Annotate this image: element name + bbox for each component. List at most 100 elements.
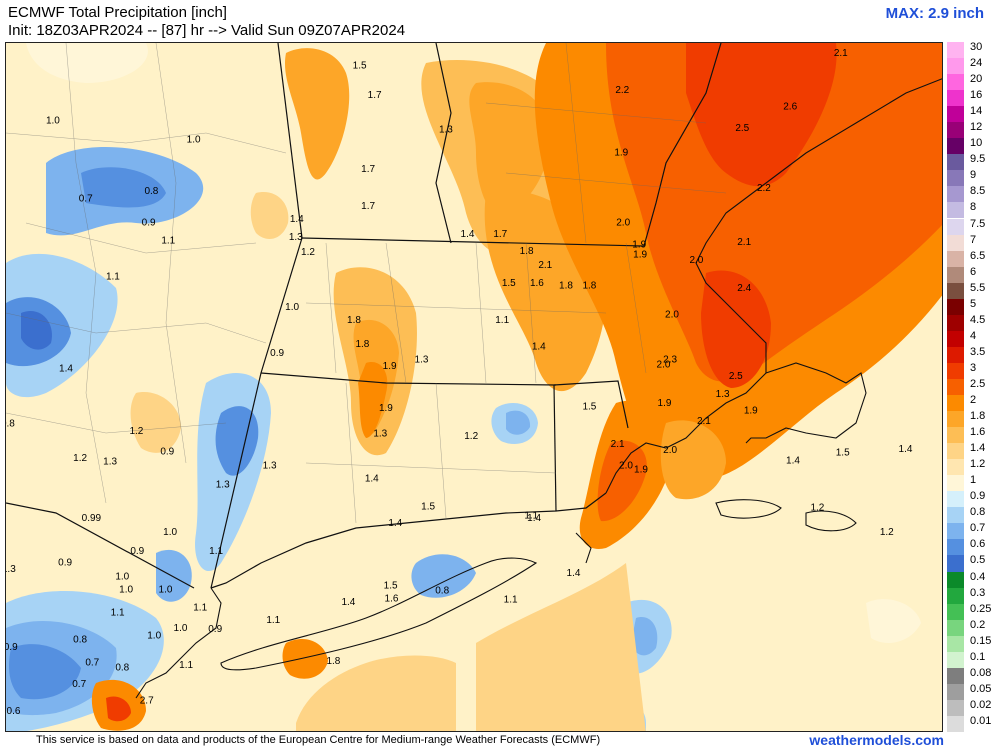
legend-swatch — [947, 266, 964, 283]
precip-value-label: 1.4 — [365, 473, 379, 484]
legend-label: 0.9 — [970, 490, 986, 503]
precip-value-label: 1.1 — [111, 607, 125, 618]
precip-value-label: 2.6 — [783, 101, 797, 112]
precip-value-label: 2.0 — [616, 218, 630, 229]
legend-swatch — [947, 202, 964, 219]
precip-value-label: 0.6 — [7, 706, 21, 717]
legend-swatch — [947, 635, 964, 652]
precip-value-label: 1.8 — [520, 246, 534, 257]
precip-value-label: 1.8 — [355, 339, 369, 350]
legend-label: 0.7 — [970, 522, 986, 535]
legend-label: 30 — [970, 41, 983, 53]
legend-swatch — [947, 619, 964, 636]
precip-value-label: 1.2 — [880, 527, 894, 538]
precip-value-label: 1.0 — [115, 572, 129, 583]
precip-value-label: 1.0 — [174, 623, 188, 634]
precip-value-label: 1.7 — [493, 229, 507, 240]
precip-value-label: 0.7 — [72, 679, 86, 690]
legend-label: 0.02 — [970, 698, 992, 711]
precip-value-label: 0.9 — [58, 558, 72, 569]
legend-label: 1.4 — [970, 442, 986, 455]
precip-value-label: 2.1 — [834, 48, 848, 59]
precip-value-label: 2.5 — [729, 371, 743, 382]
precip-value-label: 1.7 — [368, 90, 382, 101]
legend-label: 0.2 — [970, 618, 986, 631]
precip-value-label: 0.9 — [130, 546, 144, 557]
legend-swatch — [947, 106, 964, 123]
precip-value-label: 2.1 — [538, 260, 552, 271]
legend-swatch — [947, 587, 964, 604]
legend-swatch — [947, 507, 964, 524]
legend-label: 9.5 — [970, 153, 986, 166]
precip-value-label: 0.8 — [73, 634, 87, 645]
legend-label: 24 — [970, 57, 983, 70]
brand-link[interactable]: weathermodels.com — [809, 732, 944, 748]
precip-value-label: 2.3 — [663, 354, 677, 365]
precip-value-label: 2.0 — [663, 445, 677, 456]
precipitation-map[interactable]: 1.01.00.70.80.90.81.11.11.40.81.21.21.30… — [5, 42, 943, 732]
legend-label: 1.2 — [970, 458, 986, 471]
legend-swatch — [947, 74, 964, 91]
precip-value-label: 1.3 — [373, 429, 387, 440]
precip-value-label: 2.1 — [697, 416, 711, 427]
map-title: ECMWF Total Precipitation [inch] — [8, 4, 227, 21]
legend-label: 3 — [970, 361, 977, 374]
legend-swatch — [947, 90, 964, 107]
boundary-lines — [6, 43, 722, 589]
legend-swatch — [947, 122, 964, 139]
legend-swatch — [947, 571, 964, 588]
legend-swatch — [947, 395, 964, 412]
legend-swatch — [947, 58, 964, 75]
legend-label: 6 — [970, 265, 977, 278]
precip-value-label: 1.4 — [461, 229, 475, 240]
precip-value-label: 1.3 — [439, 124, 453, 135]
precip-value-label: 1.8 — [559, 280, 573, 291]
precip-value-label: 2.4 — [737, 283, 751, 294]
precip-value-label: 2.7 — [140, 696, 154, 707]
precip-value-label: 0.7 — [85, 657, 99, 668]
precip-value-label: 1.4 — [786, 455, 800, 466]
legend-swatch — [947, 218, 964, 235]
legend-swatch — [947, 667, 964, 684]
precip-value-label: 2.5 — [735, 123, 749, 134]
legend-label: 7.5 — [970, 217, 986, 230]
precip-value-label: 1.0 — [147, 630, 161, 641]
precip-value-label: 1.8 — [326, 656, 340, 667]
legend-swatch — [947, 523, 964, 540]
legend-swatch — [947, 683, 964, 700]
legend-label: 8.5 — [970, 185, 986, 198]
legend-swatch — [947, 378, 964, 395]
precip-value-label: 1.0 — [46, 116, 60, 127]
precip-value-label: 1.1 — [161, 236, 175, 247]
legend-label: 0.3 — [970, 586, 986, 599]
legend-label: 5 — [970, 297, 977, 310]
legend-swatch — [947, 411, 964, 428]
precip-value-label: 1.3 — [6, 564, 16, 575]
legend-label: 2 — [970, 394, 977, 407]
precip-value-label: 0.7 — [79, 193, 93, 204]
legend-label: 4.5 — [970, 313, 986, 326]
precip-value-label: 2.0 — [619, 461, 633, 472]
legend-swatch — [947, 234, 964, 251]
legend-swatch — [947, 362, 964, 379]
precip-value-label: 1.3 — [289, 232, 303, 243]
precip-value-label: 1.5 — [384, 581, 398, 592]
precip-value-label: 1.1 — [524, 510, 538, 521]
legend-label: 12 — [970, 121, 983, 134]
legend-swatch — [947, 298, 964, 315]
precip-value-label: 1.1 — [179, 660, 193, 671]
max-value-label: MAX: 2.9 inch — [885, 5, 984, 22]
precip-value-label: 1.9 — [633, 250, 647, 261]
init-valid-time: Init: 18Z03APR2024 -- [87] hr --> Valid … — [8, 22, 406, 39]
legend-label: 3.5 — [970, 345, 986, 358]
precip-value-label: 1.4 — [388, 518, 402, 529]
legend-label: 0.15 — [970, 634, 992, 647]
legend-label: 7 — [970, 233, 977, 246]
precip-value-label: 1.4 — [532, 342, 546, 353]
precip-value-label: 1.2 — [810, 503, 824, 514]
legend-label: 0.05 — [970, 682, 992, 695]
legend-swatch — [947, 555, 964, 572]
legend-swatch — [947, 346, 964, 363]
precip-value-label: 1.2 — [73, 453, 87, 464]
precip-value-label: 1.2 — [129, 426, 143, 437]
